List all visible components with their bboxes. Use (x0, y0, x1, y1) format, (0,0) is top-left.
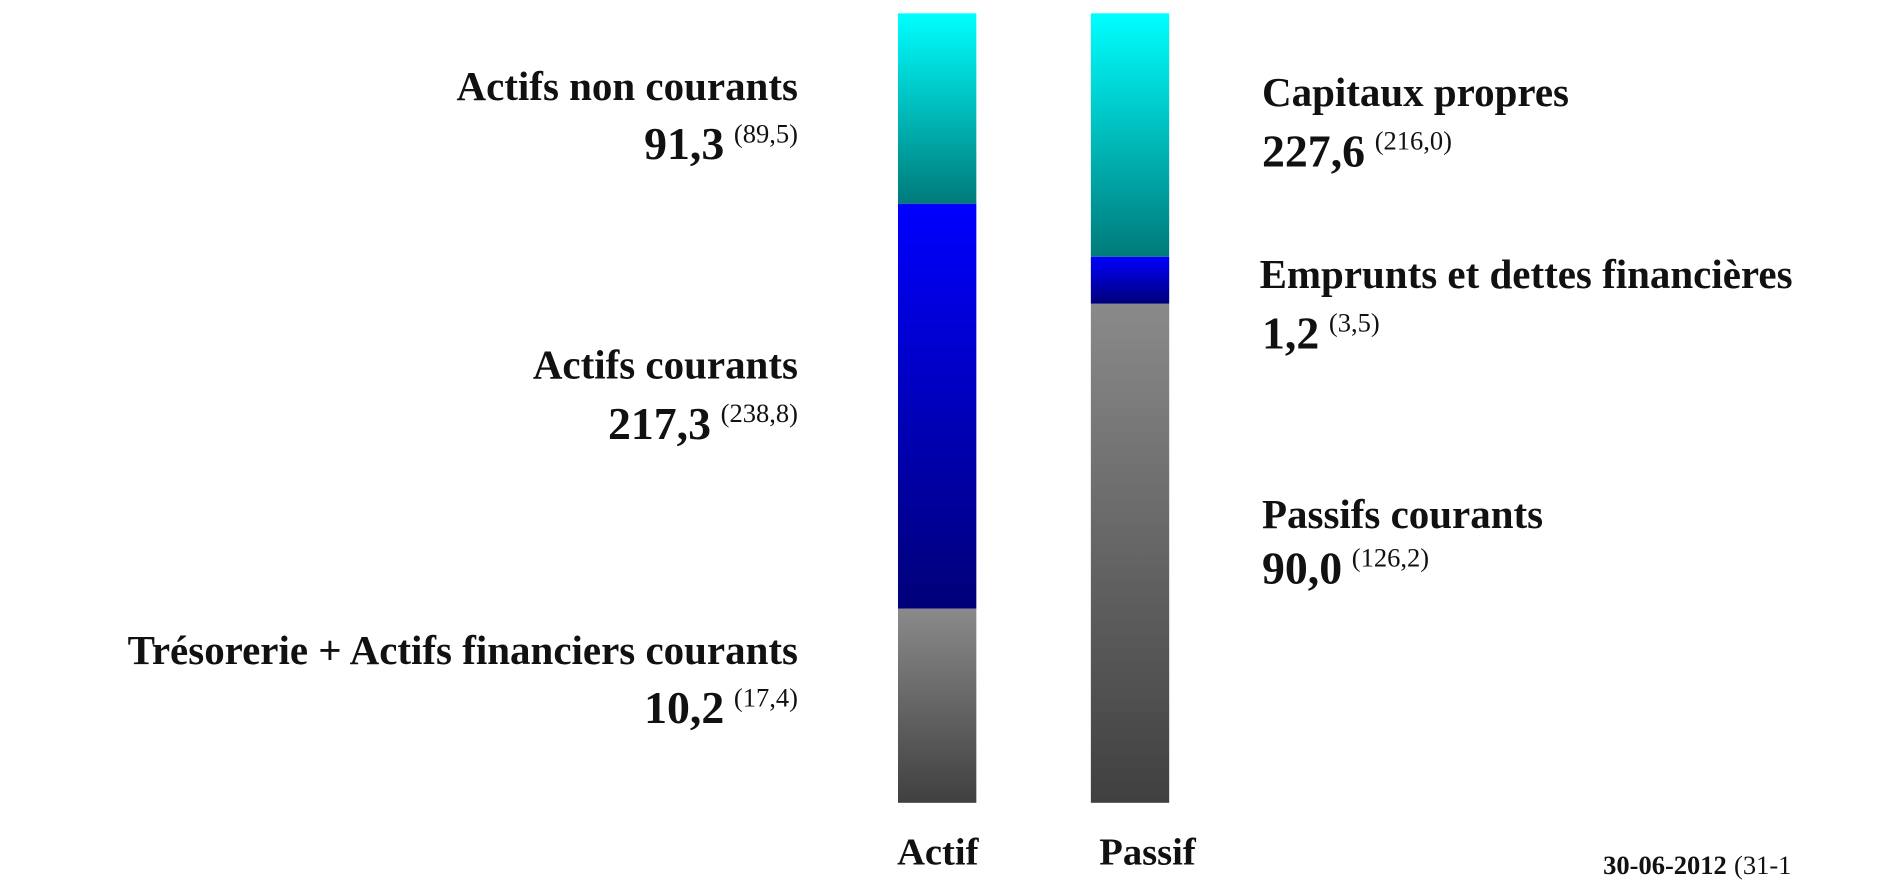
previous: (126,2) (1352, 543, 1429, 573)
value: 10,2 (644, 682, 724, 733)
item-name: Trésorerie + Actifs financiers courants (128, 627, 798, 673)
item-value: 1,2 (3,5) (1262, 307, 1380, 358)
item-value: 217,3 (238,8) (608, 398, 798, 449)
value: 227,6 (1262, 125, 1365, 176)
item-name: Emprunts et dettes financières (1260, 251, 1793, 297)
value: 90,0 (1262, 542, 1342, 593)
actif-segment (897, 608, 977, 803)
item-name: Passifs courants (1262, 491, 1543, 537)
date: 30-06-2012 (1603, 850, 1727, 880)
column-label: Passif (1099, 831, 1197, 873)
value: 217,3 (608, 398, 711, 449)
item-value: 90,0 (126,2) (1262, 542, 1429, 593)
previous-date: (31-1 (1734, 850, 1791, 880)
item-value: 10,2 (17,4) (644, 682, 798, 733)
passif-segment (1090, 303, 1170, 803)
actif-segment (897, 203, 977, 609)
passif-segment (1090, 13, 1170, 257)
column-label: Actif (897, 831, 980, 873)
item-name: Capitaux propres (1262, 69, 1569, 115)
value: 91,3 (644, 118, 724, 169)
previous: (238,8) (721, 398, 798, 428)
previous: (3,5) (1329, 308, 1380, 338)
item-value: 91,3 (89,5) (644, 118, 798, 169)
actif-segment (897, 13, 977, 204)
passif-segment (1090, 256, 1170, 304)
item-name: Actifs non courants (457, 63, 798, 109)
item-value: 227,6 (216,0) (1262, 125, 1452, 176)
previous: (89,5) (734, 118, 798, 148)
value: 1,2 (1262, 307, 1319, 358)
previous: (17,4) (734, 682, 798, 712)
item-name: Actifs courants (533, 342, 798, 388)
previous: (216,0) (1375, 126, 1452, 156)
footer: 30-06-2012 (31-1 (1603, 850, 1791, 880)
